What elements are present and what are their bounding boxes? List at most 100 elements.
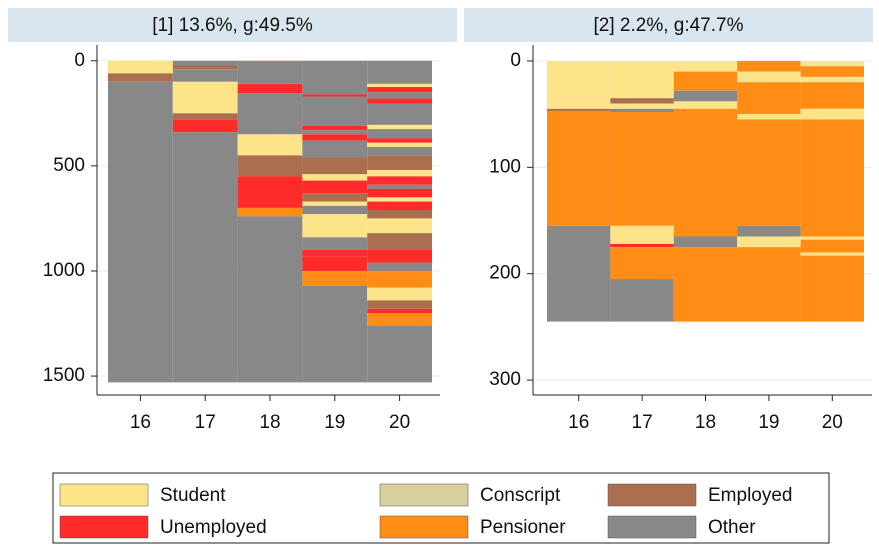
- x-tick-label: 19: [324, 412, 345, 433]
- sequence-segment: [367, 146, 432, 156]
- sequence-segment: [800, 236, 864, 240]
- sequence-segment: [172, 113, 238, 120]
- sequence-segment: [800, 76, 864, 83]
- sequence-segment: [108, 73, 173, 82]
- sequence-segment: [367, 201, 432, 211]
- sequence-segment: [367, 129, 432, 139]
- sequence-segment: [737, 236, 801, 248]
- sequence-segment: [367, 60, 432, 84]
- sequence-segment: [302, 249, 368, 257]
- legend-swatch: [59, 515, 149, 539]
- sequence-segment: [367, 218, 432, 234]
- legend-swatch: [607, 483, 697, 507]
- sequence-segment: [737, 82, 801, 115]
- sequence-segment: [800, 108, 864, 120]
- sequence-segment: [237, 216, 303, 383]
- sequence-segment: [302, 60, 368, 95]
- panel-title: [2] 2.2%, g:47.7%: [594, 15, 744, 36]
- sequence-segment: [302, 237, 368, 250]
- sequence-segment: [367, 155, 432, 171]
- sequence-segment: [367, 103, 432, 125]
- sequence-segment: [737, 247, 801, 322]
- sequence-segment: [302, 285, 368, 383]
- x-tick-label: 17: [632, 412, 653, 433]
- sequence-segment: [610, 98, 674, 104]
- y-tick-label: 0: [74, 50, 85, 71]
- sequence-segment: [673, 71, 738, 91]
- sequence-segment: [302, 134, 368, 141]
- sequence-segment: [737, 60, 801, 72]
- legend-label: Employed: [708, 485, 793, 506]
- sequence-segment: [367, 188, 432, 198]
- sequence-segment: [302, 174, 368, 181]
- sequence-segment: [367, 92, 432, 99]
- sequence-segment: [302, 140, 368, 158]
- legend-label: Pensioner: [480, 517, 566, 538]
- sequence-segment: [172, 64, 238, 70]
- x-tick-label: 20: [389, 412, 410, 433]
- sequence-segment: [108, 81, 173, 383]
- sequence-segment: [172, 69, 238, 82]
- sequence-segment: [673, 60, 738, 72]
- sequence-segment: [800, 60, 864, 67]
- sequence-segment: [367, 83, 432, 88]
- y-tick-label: 1000: [43, 260, 85, 281]
- sequence-segment: [302, 96, 368, 126]
- sequence-segment: [673, 90, 738, 102]
- sequence-segment: [172, 60, 238, 65]
- sequence-segment: [673, 247, 738, 322]
- panel-header: [464, 8, 873, 42]
- sequence-segment: [367, 233, 432, 250]
- sequence-segment: [367, 176, 432, 185]
- sequence-segment: [367, 170, 432, 177]
- sequence-segment: [302, 125, 368, 131]
- sequence-segment: [800, 239, 864, 253]
- x-tick-label: 16: [568, 412, 589, 433]
- sequence-segment: [302, 214, 368, 238]
- legend-swatch: [59, 483, 149, 507]
- sequence-segment: [172, 81, 238, 114]
- y-tick-label: 0: [510, 50, 521, 71]
- sequence-segment: [737, 225, 801, 237]
- sequence-segment: [800, 252, 864, 256]
- sequence-segment: [610, 108, 674, 113]
- sequence-segment: [673, 236, 738, 248]
- y-tick-label: 500: [53, 155, 85, 176]
- sequence-segment: [237, 93, 303, 135]
- sequence-segment: [302, 180, 368, 194]
- sequence-segment: [800, 255, 864, 322]
- sequence-segment: [610, 112, 674, 226]
- sequence-segment: [367, 262, 432, 271]
- sequence-segment: [800, 119, 864, 237]
- sequence-segment: [367, 87, 432, 93]
- legend-label: Conscript: [480, 485, 561, 506]
- legend-swatch: [607, 515, 697, 539]
- panel-header: [8, 8, 457, 42]
- sequence-segment: [367, 270, 432, 288]
- legend-label: Unemployed: [160, 517, 267, 538]
- sequence-segment: [737, 71, 801, 83]
- sequence-segment: [367, 210, 432, 219]
- sequence-segment: [367, 184, 432, 189]
- legend-swatch: [379, 483, 469, 507]
- x-tick-label: 18: [695, 412, 716, 433]
- y-tick-label: 200: [489, 263, 521, 284]
- sequence-segment: [367, 300, 432, 309]
- sequence-segment: [367, 98, 432, 104]
- sequence-segment: [172, 132, 238, 383]
- sequence-segment: [367, 325, 432, 383]
- sequence-segment: [547, 110, 611, 226]
- sequence-segment: [800, 82, 864, 109]
- sequence-segment: [367, 197, 432, 202]
- sequence-segment: [800, 66, 864, 77]
- sequence-segment: [302, 130, 368, 135]
- panel-title: [1] 13.6%, g:49.5%: [152, 15, 313, 36]
- y-tick-label: 1500: [43, 365, 85, 386]
- sequence-segment: [237, 207, 303, 217]
- x-tick-label: 20: [822, 412, 843, 433]
- sequence-segment: [237, 60, 303, 62]
- sequence-segment: [237, 134, 303, 156]
- sequence-segment: [737, 114, 801, 120]
- sequence-segment: [367, 287, 432, 301]
